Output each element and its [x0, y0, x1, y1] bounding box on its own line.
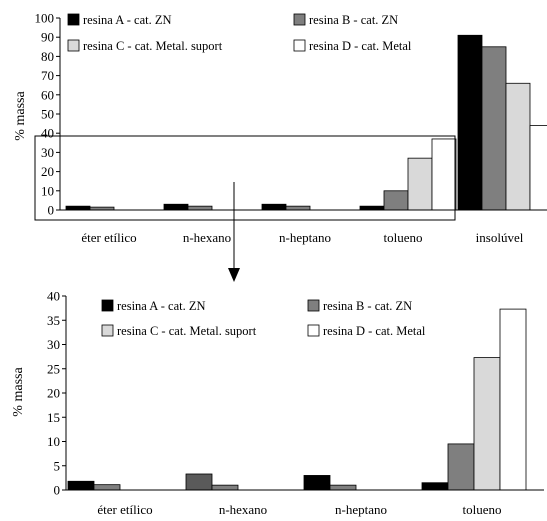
- bottom-y-tick-label: 30: [47, 337, 60, 352]
- bottom-bar: [499, 308, 527, 491]
- top-bar: [261, 203, 287, 211]
- top-legend-swatch: [67, 39, 80, 52]
- top-y-tick-label: 70: [41, 68, 54, 83]
- bottom-bar: [329, 484, 357, 491]
- top-bar: [163, 203, 189, 211]
- bottom-legend-swatch: [307, 324, 320, 337]
- zoom-rectangle: [34, 135, 456, 221]
- bottom-y-tick-label: 5: [54, 458, 61, 473]
- top-chart: % massa 0 10 20 30 40 50 60 70 80 90 100 éter etíli…: [13, 11, 547, 245]
- top-bar: [187, 205, 213, 211]
- bottom-legend-swatch: [307, 299, 320, 312]
- top-y-tick-label: 0: [48, 203, 55, 218]
- top-y-tick-label: 20: [41, 164, 54, 179]
- top-category-label: n-hexano: [183, 230, 231, 245]
- bottom-legend-swatch: [101, 299, 114, 312]
- bottom-legend-label: resina A - cat. ZN: [117, 299, 206, 313]
- bottom-y-tick-label: 0: [54, 483, 61, 498]
- top-y-tick-label: 80: [41, 49, 54, 64]
- bottom-bar: [211, 484, 239, 491]
- top-legend-swatch: [67, 13, 80, 26]
- zoom-indicator: [34, 135, 456, 282]
- bottom-category-label: tolueno: [463, 502, 502, 517]
- bottom-y-tick-label: 35: [47, 313, 60, 328]
- top-bar: [65, 205, 91, 211]
- bottom-y-tick-label: 40: [47, 289, 60, 304]
- top-category-label: éter etílico: [81, 230, 136, 245]
- top-category-label: n-heptano: [279, 230, 331, 245]
- top-y-tick-label: 50: [41, 107, 54, 122]
- bottom-category-label: n-hexano: [219, 502, 267, 517]
- bottom-bar: [185, 473, 213, 491]
- top-bar: [481, 46, 507, 211]
- top-category-label: tolueno: [384, 230, 423, 245]
- bottom-legend-label: resina D - cat. Metal: [323, 324, 426, 338]
- bottom-legend-swatch: [101, 324, 114, 337]
- zoom-arrow-head: [228, 268, 240, 282]
- top-y-tick-label: 10: [41, 183, 54, 198]
- bottom-y-axis-label: % massa: [11, 367, 26, 417]
- bottom-y-tick-label: 15: [47, 410, 60, 425]
- top-bar: [431, 138, 457, 211]
- top-legend-label: resina D - cat. Metal: [309, 39, 412, 53]
- top-y-tick-label: 90: [41, 30, 54, 45]
- top-legend-label: resina C - cat. Metal. suport: [83, 39, 223, 53]
- top-bar: [407, 157, 433, 211]
- bottom-bar: [303, 475, 331, 491]
- top-legend-swatch: [293, 39, 306, 52]
- top-bar: [457, 34, 483, 211]
- top-y-tick-label: 100: [35, 11, 55, 26]
- bottom-category-label: n-heptano: [335, 502, 387, 517]
- bottom-bar: [473, 357, 501, 491]
- top-y-axis-label: % massa: [13, 91, 28, 141]
- top-bar: [529, 125, 547, 211]
- bottom-y-tick-label: 25: [47, 361, 60, 376]
- top-y-tick-label: 30: [41, 145, 54, 160]
- bottom-bar: [67, 480, 95, 491]
- bottom-chart: % massa 0 5 10 15 20 25 30 35 40 éter etílico n-he…: [11, 289, 544, 517]
- top-bar: [383, 190, 409, 211]
- top-y-tick-label: 40: [41, 126, 54, 141]
- top-category-label: insolúvel: [476, 230, 524, 245]
- bottom-bar: [421, 482, 449, 491]
- bottom-y-tick-label: 10: [47, 434, 60, 449]
- bottom-legend-label: resina C - cat. Metal. suport: [117, 324, 257, 338]
- top-legend-label: resina A - cat. ZN: [83, 13, 172, 27]
- top-bar: [359, 205, 385, 211]
- bottom-bar: [447, 443, 475, 491]
- top-bar: [285, 205, 311, 211]
- top-legend-label: resina B - cat. ZN: [309, 13, 398, 27]
- top-legend-swatch: [293, 13, 306, 26]
- bottom-category-label: éter etílico: [97, 502, 152, 517]
- top-bar: [505, 82, 531, 211]
- bottom-y-tick-label: 20: [47, 386, 60, 401]
- bottom-legend-label: resina B - cat. ZN: [323, 299, 412, 313]
- top-y-tick-label: 60: [41, 87, 54, 102]
- bottom-bar: [93, 484, 121, 491]
